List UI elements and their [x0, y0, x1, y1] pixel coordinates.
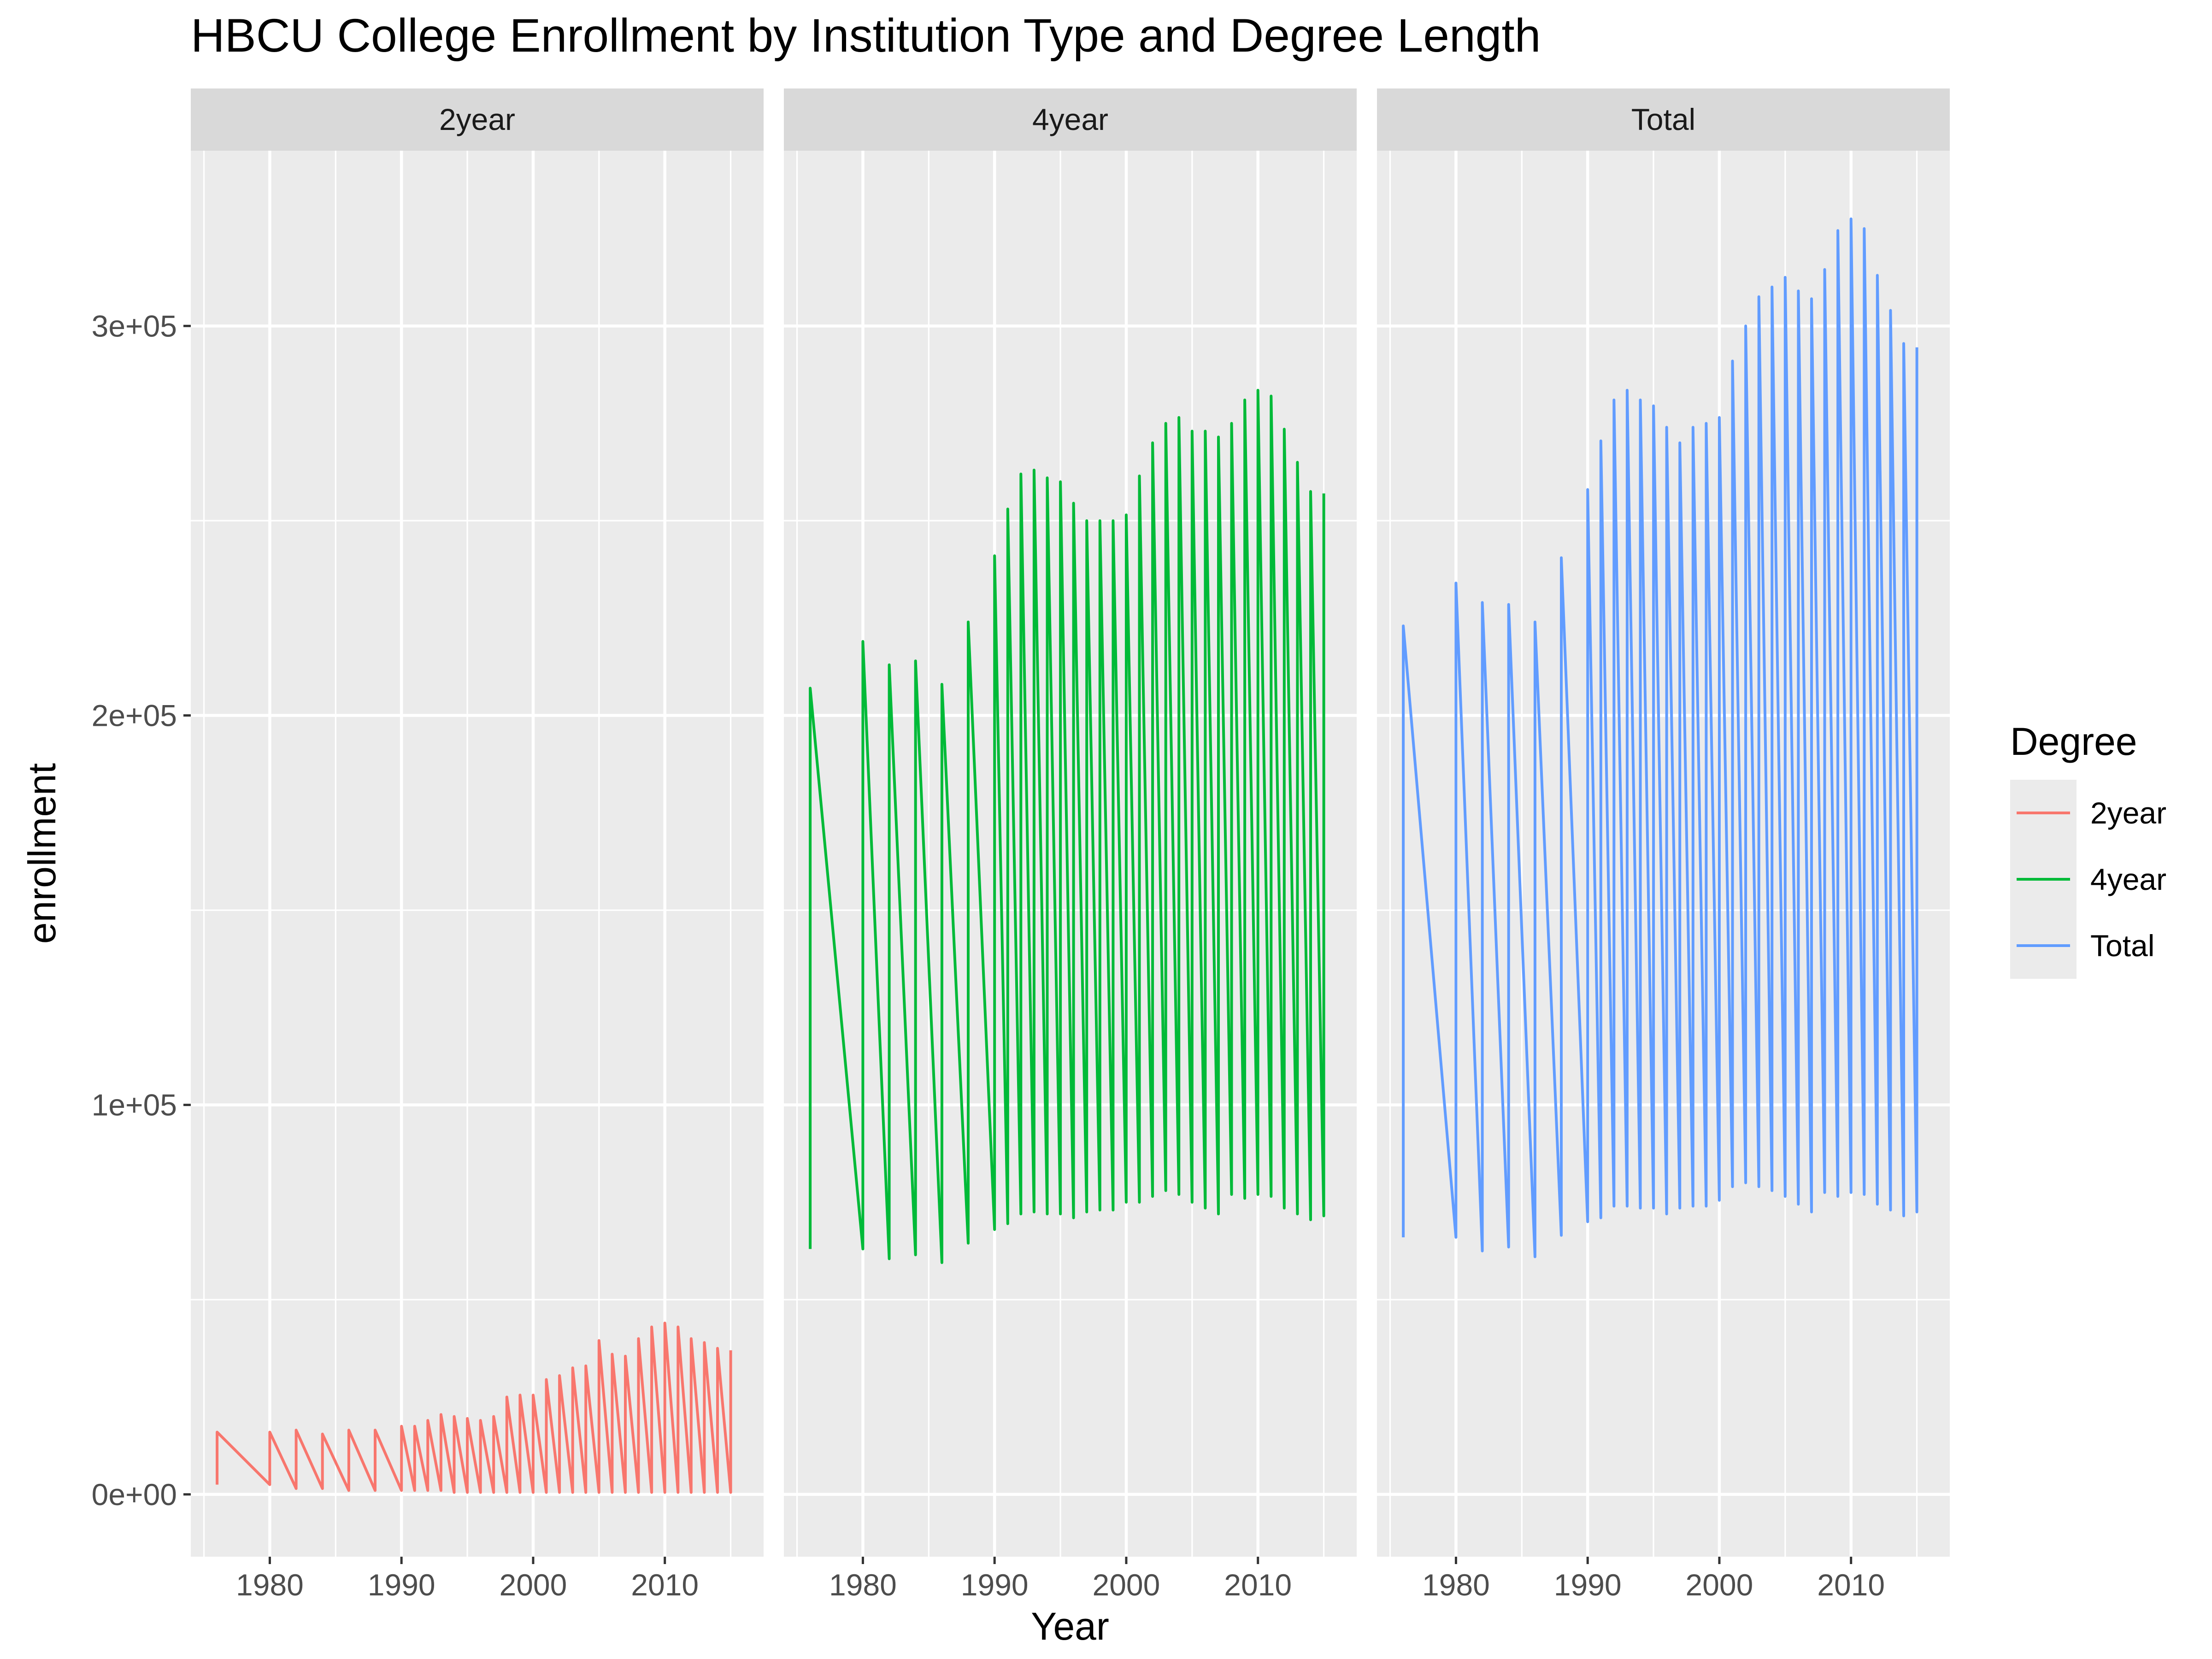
- y-tick-label: 2e+05: [92, 698, 177, 732]
- panel-2year-background: [191, 151, 764, 1557]
- legend-label: 4year: [2090, 862, 2166, 896]
- panel-4year-background: [784, 151, 1357, 1557]
- series-line-total: [1402, 217, 1918, 1259]
- strip-4year-bg: [784, 88, 1357, 151]
- y-tick-label: 0e+00: [92, 1477, 177, 1512]
- series-line-4year: [809, 388, 1325, 1264]
- facet-panel-total: Total: [1377, 88, 1950, 1557]
- legend-items: 2year 4year Total: [2010, 780, 2166, 979]
- y-tick-label: 3e+05: [92, 309, 177, 343]
- x-tick-label: 1980: [236, 1568, 304, 1602]
- x-tick-label: 2010: [631, 1568, 699, 1602]
- x-tick-label: 2010: [1224, 1568, 1292, 1602]
- series-line-2year: [216, 1321, 732, 1494]
- legend: Degree 2year 4year Total: [2010, 720, 2166, 979]
- facet-panel-4year: 4year: [784, 88, 1357, 1557]
- x-tick-label: 1990: [1554, 1568, 1622, 1602]
- chart-title: HBCU College Enrollment by Institution T…: [191, 9, 1541, 62]
- strip-total-label: Total: [1631, 102, 1695, 136]
- y-axis-title: enrollment: [20, 763, 64, 944]
- strip-2year-label: 2year: [439, 102, 515, 136]
- x-tick-label: 1980: [829, 1568, 897, 1602]
- x-tick-label: 2010: [1817, 1568, 1885, 1602]
- strip-4year-label: 4year: [1032, 102, 1108, 136]
- x-axis: 1980 1990 2000 2010 1980 1990 2000 2010 1980 1990…: [236, 1557, 1885, 1602]
- strip-total-bg: [1377, 88, 1950, 151]
- legend-title: Degree: [2010, 720, 2137, 763]
- y-axis: 0e+00 1e+05 2e+05 3e+05: [92, 309, 191, 1512]
- x-axis-title: Year: [1031, 1605, 1109, 1648]
- strip-2year-bg: [191, 88, 764, 151]
- legend-label: Total: [2090, 929, 2154, 963]
- facet-panel-2year: 2year: [191, 88, 764, 1557]
- y-tick-label: 1e+05: [92, 1088, 177, 1122]
- x-tick-label: 2000: [1686, 1568, 1753, 1602]
- x-tick-label: 2000: [500, 1568, 567, 1602]
- legend-label: 2year: [2090, 796, 2166, 830]
- x-tick-label: 1980: [1422, 1568, 1490, 1602]
- x-tick-label: 2000: [1093, 1568, 1160, 1602]
- x-tick-label: 1990: [368, 1568, 435, 1602]
- x-tick-label: 1990: [961, 1568, 1029, 1602]
